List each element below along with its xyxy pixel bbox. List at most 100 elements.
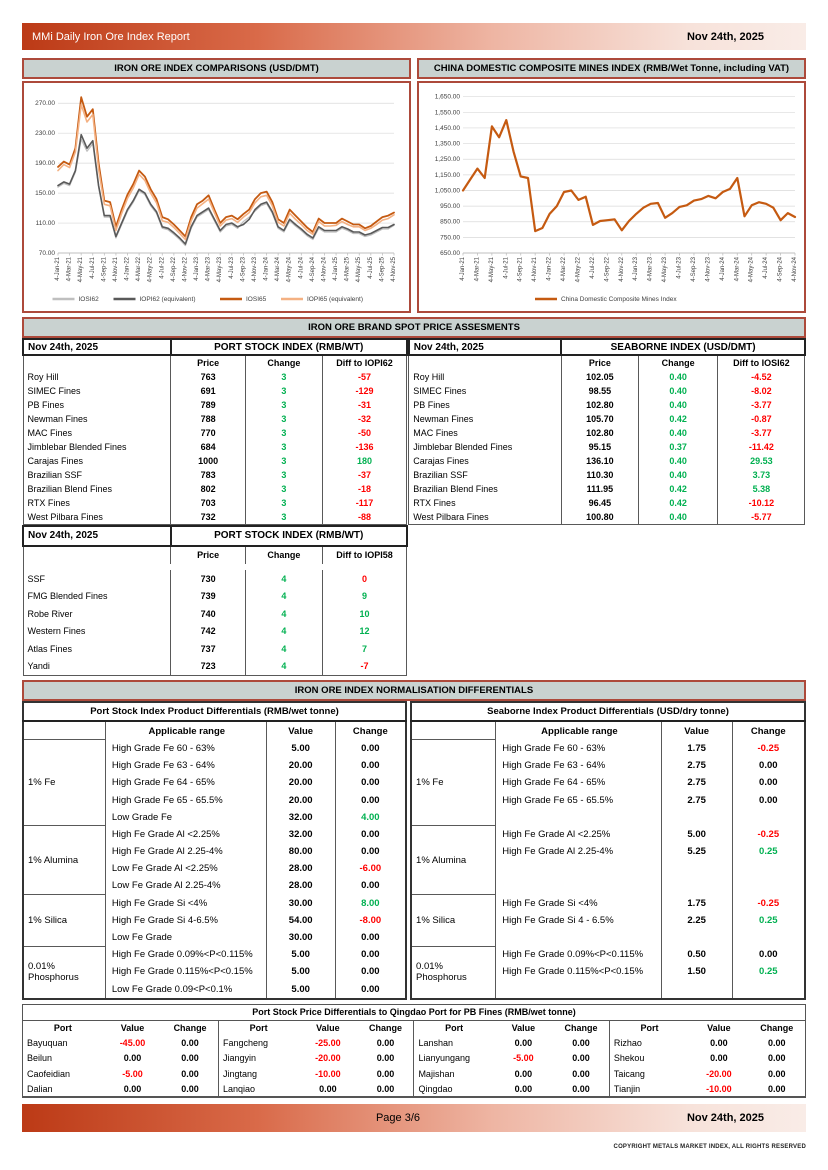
diff-value: -37 [321,468,407,482]
table-row: PB Fines 789 3 -31 [23,398,407,412]
price-value: 110.30 [560,468,639,482]
table-row: High Grade Fe 65 - 65.5% 20.00 0.00 [23,791,407,809]
brand-name: Newman Fines [413,414,474,424]
price-value: 763 [170,370,246,384]
table-row: Low Fe Grade 30.00 0.00 [23,928,407,947]
applicable-range: Low Fe Grade Al <2.25% [104,860,267,878]
svg-text:4-Sep-24: 4-Sep-24 [778,256,784,281]
svg-text:IOSI62: IOSI62 [79,296,100,303]
port-name: Caofeidian [27,1068,71,1079]
brand-name: SIMEC Fines [27,386,81,396]
brand-name: Roy Hill [27,372,59,382]
svg-text:4-Mar-24: 4-Mar-24 [734,256,740,281]
value: 5.00 [265,739,336,758]
svg-text:4-May-24: 4-May-24 [749,256,755,282]
svg-text:4-Nov-22: 4-Nov-22 [619,256,625,281]
change-value: 0.00 [334,928,407,947]
change-value: 0.37 [638,440,718,454]
column-header: Applicable range [495,721,662,740]
applicable-range [495,877,662,895]
table-row: Low Fe Grade 0.09<P<0.1% 5.00 0.00 [23,980,407,999]
svg-text:4-Jan-21: 4-Jan-21 [460,256,466,280]
port-price-differentials-title: Port Stock Price Differentials to Qingda… [23,1005,805,1021]
table-row: Roy Hill 102.05 0.40 -4.52 [409,370,805,384]
value: -5.00 [122,1068,143,1079]
change-value: 0.42 [638,482,718,496]
group-label: 1% Silica [22,894,106,947]
change-value: 0.00 [334,791,407,809]
value: 2.75 [660,774,733,792]
brand-name: FMG Blended Fines [27,591,108,602]
value: 2.25 [660,911,733,929]
value: 0.00 [319,1083,337,1094]
price-value: 102.80 [560,398,639,412]
column-header: Diff to IOPI62 [321,355,407,370]
table-row: RTX Fines 96.45 0.42 -10.12 [409,496,805,510]
svg-text:110.00: 110.00 [36,220,56,227]
svg-text:4-Nov-21: 4-Nov-21 [113,256,119,281]
chart-panel-index-comparisons: IRON ORE INDEX COMPARISONS (USD/DMT) 70.… [22,58,411,313]
table-row: SIMEC Fines 98.55 0.40 -8.02 [409,384,805,398]
table-row: High Fe Grade 0.115%<P<0.15% 5.00 0.00 [23,963,407,981]
svg-text:4-Nov-23: 4-Nov-23 [252,256,258,281]
svg-text:4-Mar-21: 4-Mar-21 [474,256,480,281]
column-header: Price [170,545,246,564]
price-value: 783 [170,468,246,482]
diff-value: 3.73 [717,468,805,482]
column-header: Change [245,545,323,564]
differentials-table-title: Port Stock Index Product Differentials (… [23,702,407,723]
price-value: 730 [170,570,246,588]
change-value: 0.25 [731,963,805,981]
table-row: Brazilian Blend Fines 111.95 0.42 5.38 [409,482,805,496]
applicable-range: High Fe Grade Al 2.25-4% [104,843,267,861]
chart-title-china-mines: CHINA DOMESTIC COMPOSITE MINES INDEX (RM… [417,58,806,79]
port-stock-differentials-table: Port Stock Index Product Differentials (… [22,701,408,1000]
applicable-range: High Grade Fe 65 - 65.5% [104,791,267,809]
diff-value: -18 [321,482,407,496]
value: 54.00 [265,911,336,929]
diff-value: -129 [321,384,407,398]
applicable-range: High Fe Grade 0.115%<P<0.15% [104,963,267,981]
value: -45.00 [119,1038,146,1049]
value [660,980,733,999]
svg-text:1,650.00: 1,650.00 [435,94,461,101]
table-row: Roy Hill 763 3 -57 [23,370,407,384]
brand-name: Brazilian SSF [27,470,83,480]
report-footer-date: Nov 24th, 2025 [686,1112,764,1125]
change-value: 0.00 [181,1083,199,1094]
group-label: 1% Alumina [410,825,496,895]
group-label: 1% Alumina [22,825,106,895]
group-label: 1% Fe [22,739,106,826]
column-header: Diff to IOPI58 [321,545,407,564]
value: 0.00 [514,1038,533,1049]
change-value: 0.00 [572,1083,590,1094]
svg-text:1,050.00: 1,050.00 [435,187,461,194]
diff-value: 9 [321,587,407,605]
table-row: Brazilian SSF 110.30 0.40 3.73 [409,468,805,482]
table-row: High Fe Grade Al 2.25-4% 5.25 0.25 [411,843,805,861]
table-row [411,860,805,878]
diff-value: -10.12 [717,496,805,510]
change-value: 0.40 [638,398,718,412]
applicable-range: Low Grade Fe [104,808,267,826]
price-value: 136.10 [560,454,639,468]
svg-text:4-May-21: 4-May-21 [78,256,84,282]
port-name: Shekou [608,1050,690,1067]
change-value: 0.00 [768,1068,786,1079]
value: 0.00 [514,1083,533,1094]
svg-text:4-Jul-22: 4-Jul-22 [159,256,165,278]
change-value: 0.00 [334,739,407,758]
port-stock-index-table-2: Nov 24th, 2025 PORT STOCK INDEX (RMB/WT) P… [22,525,408,676]
brand-name: RTX Fines [27,498,70,508]
svg-text:4-Jul-24: 4-Jul-24 [763,256,769,278]
svg-text:950.00: 950.00 [440,203,460,210]
diff-value: -88 [321,510,407,525]
applicable-range: Low Fe Grade Al 2.25-4% [104,877,267,895]
port-name: Jingtang [217,1066,299,1082]
brand-name: RTX Fines [413,498,456,508]
table-row: Newman Fines 105.70 0.42 -0.87 [409,412,805,426]
change-value: 0.42 [638,496,718,510]
value: 5.00 [265,980,336,999]
table-row: Yandi 723 4 -7 [23,657,407,676]
page-number: Page 3/6 [375,1112,421,1125]
